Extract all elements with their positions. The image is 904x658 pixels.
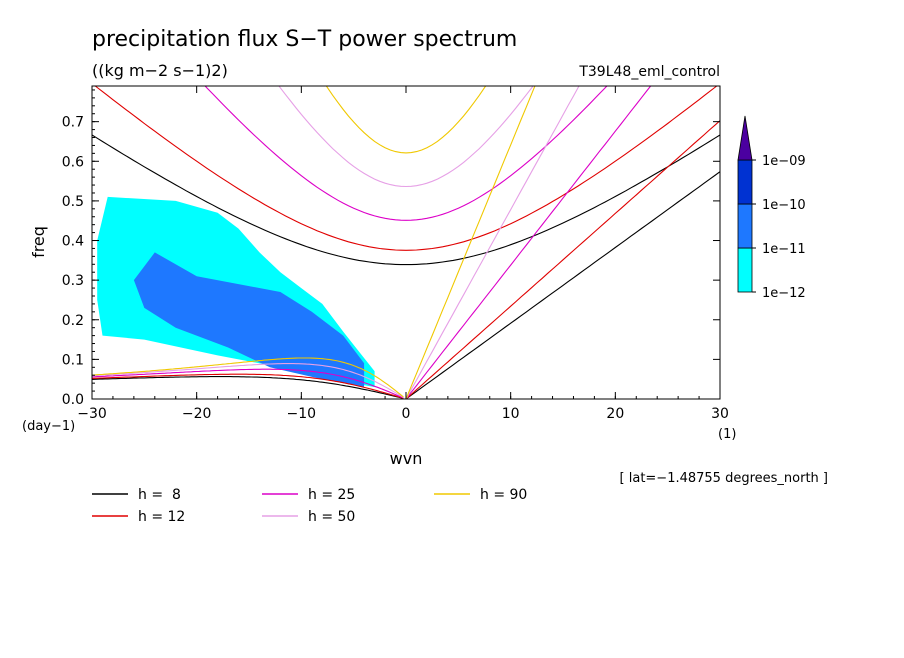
- x-tick-label: 0: [402, 406, 411, 422]
- colorbar-label: 1e−11: [762, 242, 806, 257]
- curve-h25-rossby: [92, 368, 404, 399]
- curve-h90-rossby: [92, 357, 404, 398]
- x-tick-label: 30: [711, 406, 729, 422]
- curve-h25-gravity: [204, 86, 608, 221]
- curve-h12-gravity: [94, 86, 718, 251]
- legend-label: h = 25: [308, 487, 355, 503]
- x-axis-unit: (1): [718, 427, 736, 442]
- colorbar-box: [737, 247, 753, 293]
- curve-h8-rossby: [92, 376, 404, 399]
- curve-h25-kelvin: [405, 86, 652, 399]
- x-tick-label: −10: [287, 406, 317, 422]
- legend-label: h = 12: [138, 509, 185, 525]
- footnote: [ lat=−1.48755 degrees_north ]: [620, 471, 828, 486]
- colorbar-label: 1e−09: [762, 154, 806, 169]
- curve-h12-kelvin: [405, 120, 720, 399]
- colorbar: 1e−12 1e−11 1e−10 1e−09: [737, 115, 806, 301]
- x-tick-label: −30: [77, 406, 107, 422]
- y-tick-label: 0.5: [62, 194, 84, 210]
- curve-h90-gravity: [325, 86, 487, 154]
- y-axis-label: freq: [29, 226, 48, 258]
- shaded-regions: [97, 196, 375, 388]
- y-tick-label: 0.2: [62, 313, 84, 329]
- legend: h = 8 h = 12 h = 25 h = 50 h = 90: [92, 487, 527, 525]
- curve-h50-kelvin: [405, 86, 580, 399]
- colorbar-label: 1e−10: [762, 198, 806, 213]
- shaded-region-2: [133, 252, 365, 388]
- legend-label: h = 90: [480, 487, 527, 503]
- curve-h50-rossby: [92, 363, 404, 398]
- y-tick-label: 0.1: [62, 352, 84, 368]
- colorbar-arrow: [737, 115, 753, 161]
- dispersion-curves: [92, 86, 720, 399]
- y-tick-label: 0.3: [62, 273, 84, 289]
- curve-h12-rossby: [92, 373, 404, 399]
- run-label: T39L48_eml_control: [578, 64, 720, 80]
- x-tick-label: −20: [182, 406, 212, 422]
- curve-h90-kelvin: [405, 86, 536, 399]
- x-tick-label: 20: [606, 406, 624, 422]
- curve-h8-gravity: [92, 134, 720, 266]
- colorbar-label: 1e−12: [762, 286, 806, 301]
- legend-label: h = 50: [308, 509, 355, 525]
- colorbar-box: [737, 159, 753, 205]
- y-tick-label: 0.7: [62, 115, 84, 131]
- y-tick-label: 0.6: [62, 154, 84, 170]
- curve-h8-kelvin: [405, 171, 720, 399]
- colorbar-box: [737, 203, 753, 249]
- x-tick-label: 10: [502, 406, 520, 422]
- legend-label: h = 8: [138, 487, 181, 503]
- y-axis-unit: (day−1): [22, 419, 75, 434]
- y-tick-label: 0.4: [62, 234, 84, 250]
- x-axis-label: wvn: [390, 449, 423, 468]
- chart-subtitle: ((kg m−2 s−1)2): [92, 61, 228, 80]
- axes: −30 −20 −10 0 10 20 30 0.0 0.1 0.2 0.3 0.4 0.5 0.6 0.7: [62, 86, 729, 422]
- curve-h50-gravity: [278, 86, 534, 188]
- y-tick-label: 0.0: [62, 392, 84, 408]
- chart-title: precipitation flux S−T power spectrum: [92, 27, 517, 52]
